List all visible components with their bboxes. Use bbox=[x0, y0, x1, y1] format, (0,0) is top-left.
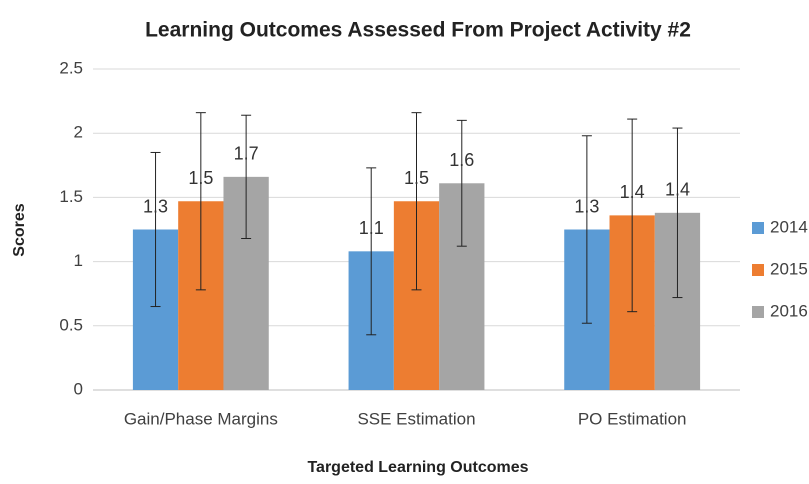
y-tick-label: 1 bbox=[74, 251, 83, 270]
value-label: 1.4 bbox=[620, 182, 645, 202]
x-tick-label: Gain/Phase Margins bbox=[124, 409, 278, 428]
x-tick-label: SSE Estimation bbox=[357, 409, 475, 428]
legend-label: 2014 bbox=[770, 217, 808, 236]
value-label: 1.5 bbox=[188, 168, 213, 188]
chart-title: Learning Outcomes Assessed From Project … bbox=[145, 19, 691, 42]
value-label: 1.4 bbox=[665, 180, 690, 200]
value-label: 1.5 bbox=[404, 168, 429, 188]
value-label: 1.1 bbox=[359, 218, 384, 238]
y-tick-label: 2.5 bbox=[59, 58, 83, 77]
value-label: 1.7 bbox=[234, 144, 259, 164]
legend-swatch bbox=[752, 306, 764, 318]
y-tick-label: 0 bbox=[74, 379, 83, 398]
y-tick-label: 1.5 bbox=[59, 187, 83, 206]
x-tick-label: PO Estimation bbox=[578, 409, 687, 428]
y-axis-title: Scores bbox=[11, 203, 28, 256]
legend-swatch bbox=[752, 264, 764, 276]
legend-label: 2015 bbox=[770, 259, 808, 278]
value-label: 1.6 bbox=[449, 150, 474, 170]
legend-label: 2016 bbox=[770, 301, 808, 320]
x-axis-title: Targeted Learning Outcomes bbox=[307, 459, 528, 476]
legend-swatch bbox=[752, 222, 764, 234]
y-tick-label: 0.5 bbox=[59, 315, 83, 334]
value-label: 1.3 bbox=[574, 196, 599, 216]
y-tick-label: 2 bbox=[74, 123, 83, 142]
value-label: 1.3 bbox=[143, 196, 168, 216]
